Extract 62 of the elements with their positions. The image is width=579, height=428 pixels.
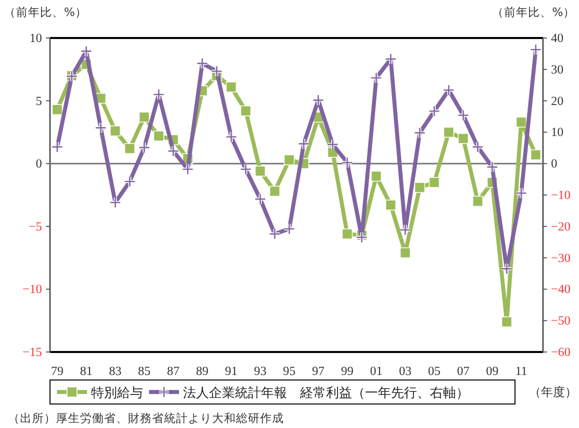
y2ticks[3]: −30 bbox=[551, 250, 571, 265]
point bbox=[254, 166, 266, 177]
text: （出所）厚生労働省、財務省統計より大和総研作成 bbox=[8, 411, 284, 425]
point bbox=[138, 112, 150, 123]
point bbox=[342, 228, 353, 240]
y2ticks[8]: 20 bbox=[551, 94, 564, 108]
y2ticks[6]: 0 bbox=[551, 156, 558, 171]
y2ticks[0]: −60 bbox=[551, 345, 571, 359]
x-tick-label: 03 bbox=[399, 364, 412, 378]
point bbox=[530, 149, 542, 160]
x-tick-label: 99 bbox=[341, 364, 354, 378]
point bbox=[52, 104, 63, 115]
x-tick-label: 05 bbox=[428, 364, 440, 378]
x-tick-label: 89 bbox=[196, 364, 208, 378]
x-tick-label: 81 bbox=[80, 364, 92, 378]
point bbox=[153, 130, 164, 142]
y2-axis-title: （前年比、%） bbox=[492, 5, 575, 19]
x-tick-label: 93 bbox=[254, 364, 266, 378]
point bbox=[284, 154, 295, 166]
point bbox=[370, 170, 382, 182]
yticks[0]: −15 bbox=[22, 345, 42, 359]
y2ticks[9]: 30 bbox=[551, 62, 564, 76]
x-tick-label: 09 bbox=[486, 364, 498, 378]
y2ticks[7]: 10 bbox=[551, 125, 564, 140]
legend-label: 法人企業統計年報 経常利益（一年先行、右軸） bbox=[183, 386, 469, 401]
point bbox=[428, 177, 440, 188]
x-tick-label: 83 bbox=[109, 364, 122, 378]
point bbox=[124, 143, 136, 154]
x-tick-label: 11 bbox=[515, 364, 528, 378]
point bbox=[501, 316, 512, 328]
point bbox=[516, 116, 527, 128]
point bbox=[400, 247, 411, 258]
x-tick-label: 95 bbox=[283, 364, 296, 378]
point bbox=[385, 200, 396, 210]
point bbox=[226, 82, 237, 92]
x-axis-title: （年度） bbox=[529, 385, 577, 399]
x-tick-label: 85 bbox=[138, 364, 150, 378]
point bbox=[458, 133, 469, 144]
y2ticks[2]: −40 bbox=[551, 282, 571, 296]
legend-label: 特別給与 bbox=[91, 386, 143, 401]
x-tick-label: 79 bbox=[51, 364, 64, 378]
point bbox=[443, 126, 454, 138]
point bbox=[414, 182, 426, 193]
yticks[5]: 10 bbox=[30, 31, 42, 45]
point bbox=[240, 105, 252, 116]
x-tick-label: 07 bbox=[457, 364, 470, 378]
point bbox=[472, 196, 484, 207]
y2ticks[5]: −10 bbox=[551, 188, 571, 202]
x-tick-label: 91 bbox=[225, 364, 238, 378]
point bbox=[110, 126, 121, 136]
yticks[1]: −10 bbox=[22, 282, 42, 296]
y-axis-title: （前年比、%） bbox=[4, 5, 87, 19]
x-tick-label: 01 bbox=[370, 364, 382, 378]
x-tick-label: 97 bbox=[312, 364, 324, 378]
y2ticks[1]: −50 bbox=[551, 314, 571, 328]
yticks[2]: −5 bbox=[28, 219, 42, 234]
point bbox=[269, 186, 280, 197]
yticks[4]: 5 bbox=[36, 94, 42, 108]
y2ticks[4]: −20 bbox=[551, 219, 571, 234]
x-tick-label: 87 bbox=[167, 364, 180, 378]
y2ticks[10]: 40 bbox=[551, 31, 564, 45]
yticks[3]: 0 bbox=[36, 156, 42, 171]
